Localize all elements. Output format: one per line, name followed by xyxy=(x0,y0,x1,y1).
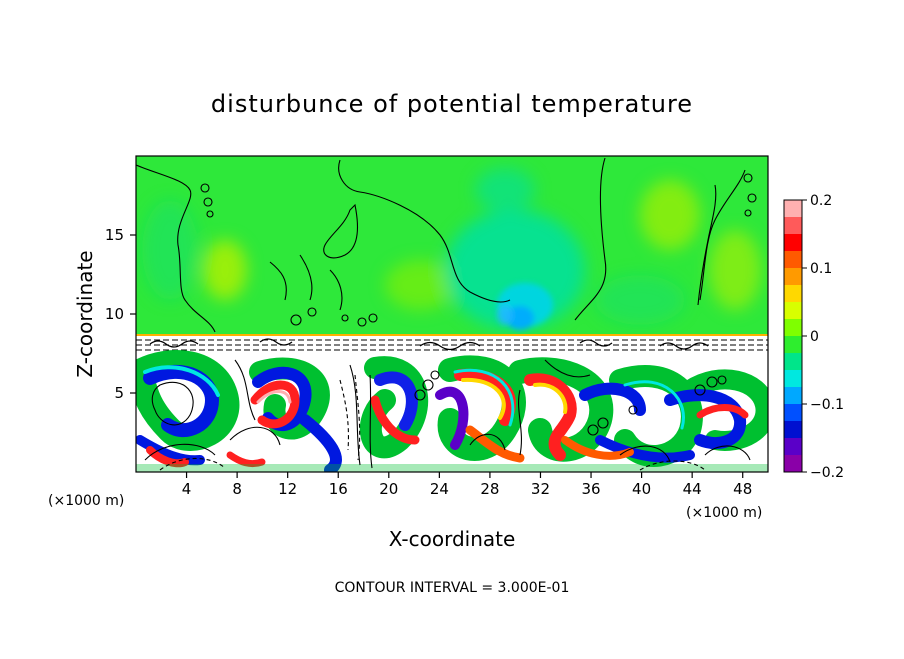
x-tick-label: 16 xyxy=(329,480,348,498)
colorbar-tick-label: 0.1 xyxy=(810,261,832,277)
x-unit-label-left: (×1000 m) xyxy=(48,493,124,509)
colorbar-swatch xyxy=(784,234,802,252)
colorbar: 0.2 0.1 0 −0.1 −0.2 xyxy=(783,193,844,481)
colorbar-swatch xyxy=(784,319,802,337)
colorbar-swatch xyxy=(784,285,802,303)
colorbar-tick-label: −0.1 xyxy=(810,397,844,413)
x-tick-label: 44 xyxy=(683,480,702,498)
colorbar-swatch xyxy=(784,302,802,320)
heatmap-field xyxy=(136,156,768,472)
colorbar-swatch xyxy=(784,268,802,286)
y-axis-title: Z-coordinate xyxy=(73,250,97,377)
colorbar-swatch xyxy=(784,455,802,473)
x-tick-label: 48 xyxy=(733,480,752,498)
colorbar-swatch xyxy=(784,404,802,422)
colorbar-tick-label: 0 xyxy=(810,329,819,345)
y-tick-label: 10 xyxy=(105,305,124,323)
y-tick-label: 15 xyxy=(105,226,124,244)
colorbar-swatch xyxy=(784,370,802,388)
x-tick-label: 8 xyxy=(232,480,242,498)
x-tick-label: 20 xyxy=(379,480,398,498)
colorbar-swatch xyxy=(784,438,802,456)
x-tick-label: 4 xyxy=(182,480,192,498)
contour-interval-note: CONTOUR INTERVAL = 3.000E-01 xyxy=(335,580,570,596)
y-axis: 5 10 15 xyxy=(105,226,136,402)
negative-contours xyxy=(159,374,706,471)
x-tick-label: 28 xyxy=(480,480,499,498)
x-tick-label: 32 xyxy=(531,480,550,498)
x-tick-label: 36 xyxy=(581,480,600,498)
colorbar-tick-label: −0.2 xyxy=(810,465,844,481)
x-tick-label: 12 xyxy=(278,480,297,498)
contour-lines xyxy=(136,157,757,469)
chart-title: disturbunce of potential temperature xyxy=(211,90,693,118)
y-tick-label: 5 xyxy=(114,384,124,402)
x-axis: 4 8 12 16 20 24 28 32 36 40 44 48 xyxy=(182,472,752,498)
colorbar-swatch xyxy=(784,387,802,405)
colorbar-swatch xyxy=(784,336,802,354)
colorbar-swatch xyxy=(784,421,802,439)
colorbar-swatch xyxy=(784,200,802,218)
x-unit-label-right: (×1000 m) xyxy=(686,505,762,521)
colorbar-tick-label: 0.2 xyxy=(810,193,832,209)
x-axis-title: X-coordinate xyxy=(389,527,516,551)
x-tick-label: 24 xyxy=(430,480,449,498)
x-tick-label: 40 xyxy=(632,480,651,498)
colorbar-swatch xyxy=(784,251,802,269)
colorbar-swatch xyxy=(784,217,802,235)
colorbar-swatch xyxy=(784,353,802,371)
